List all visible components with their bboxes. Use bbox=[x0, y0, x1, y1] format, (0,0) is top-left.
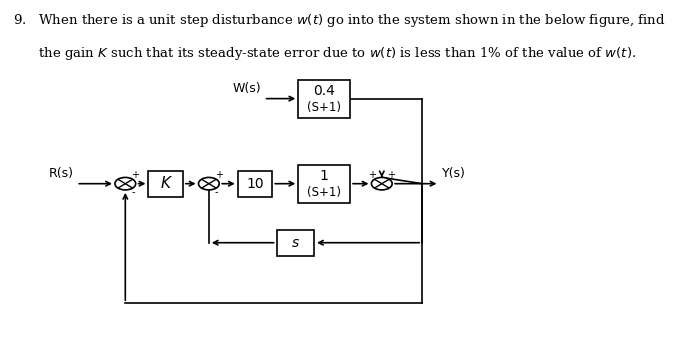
Text: (S+1): (S+1) bbox=[307, 101, 341, 114]
Text: W(s): W(s) bbox=[232, 82, 261, 95]
Circle shape bbox=[199, 177, 219, 190]
Text: -: - bbox=[131, 187, 134, 197]
Text: R(s): R(s) bbox=[48, 167, 74, 180]
FancyBboxPatch shape bbox=[298, 164, 350, 203]
Text: Y(s): Y(s) bbox=[442, 167, 466, 180]
FancyBboxPatch shape bbox=[238, 171, 272, 197]
Text: 10: 10 bbox=[246, 177, 264, 191]
Circle shape bbox=[115, 177, 136, 190]
Text: 0.4: 0.4 bbox=[313, 84, 335, 98]
Text: 1: 1 bbox=[320, 169, 328, 183]
Text: (S+1): (S+1) bbox=[307, 186, 341, 199]
Text: +: + bbox=[131, 170, 139, 180]
Text: +: + bbox=[215, 170, 223, 180]
Text: +: + bbox=[368, 170, 376, 180]
Text: -: - bbox=[215, 187, 218, 197]
FancyBboxPatch shape bbox=[276, 230, 314, 256]
FancyBboxPatch shape bbox=[148, 171, 183, 197]
Text: K: K bbox=[161, 176, 171, 191]
Text: the gain $K$ such that its steady-state error due to $w(t)$ is less than 1% of t: the gain $K$ such that its steady-state … bbox=[13, 45, 636, 62]
Text: s: s bbox=[292, 236, 299, 250]
FancyBboxPatch shape bbox=[298, 79, 350, 118]
Circle shape bbox=[372, 177, 392, 190]
Text: 9.   When there is a unit step disturbance $w(t)$ go into the system shown in th: 9. When there is a unit step disturbance… bbox=[13, 12, 666, 29]
Text: +: + bbox=[388, 170, 395, 180]
